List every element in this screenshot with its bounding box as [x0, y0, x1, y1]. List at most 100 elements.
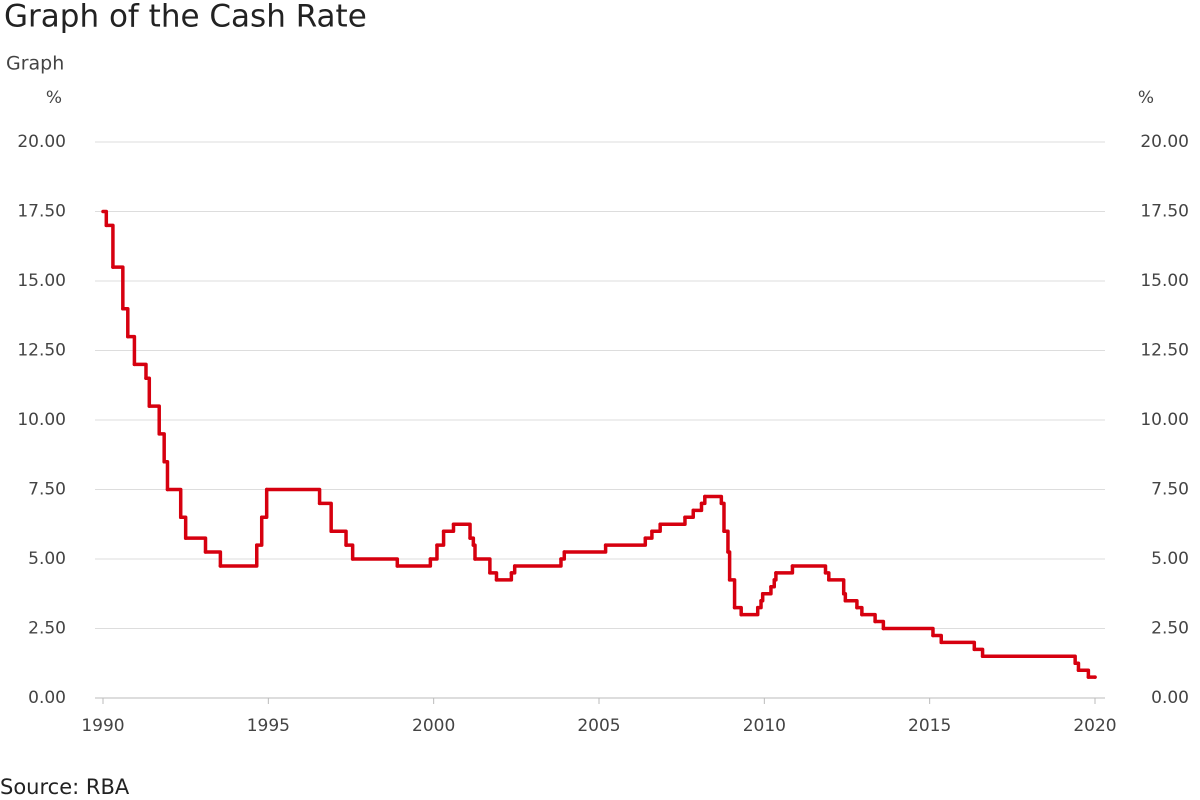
line-segment	[860, 612, 877, 624]
line-segment	[144, 376, 152, 408]
line-segment	[873, 619, 886, 631]
line-segment	[562, 543, 608, 554]
y2-tick-label: 12.50	[1140, 341, 1189, 361]
line-segment	[699, 494, 707, 506]
chart-title: Graph of the Cash Rate	[4, 0, 367, 35]
y-tick-label: 15.00	[17, 271, 66, 291]
line-segment	[101, 209, 109, 228]
line-segment	[972, 647, 985, 659]
line-segment	[317, 501, 333, 533]
line-segment	[435, 529, 446, 547]
line-segment	[165, 487, 183, 520]
line-segment	[755, 598, 763, 610]
line-segment	[494, 571, 514, 582]
line-segment	[255, 515, 264, 547]
y2-tick-label: 20.00	[1140, 132, 1189, 152]
y-tick-label: 0.00	[28, 688, 66, 708]
line-segment	[643, 529, 654, 540]
line-segment	[509, 564, 517, 575]
line-segment	[111, 265, 125, 311]
line-segment	[218, 543, 259, 568]
line-segment	[772, 571, 778, 582]
line-segment	[691, 501, 704, 513]
line-segment	[203, 550, 223, 568]
y-tick-label: 2.50	[28, 619, 66, 639]
x-tick-label: 2015	[908, 716, 951, 736]
line-segment	[790, 564, 828, 575]
line-segment	[126, 334, 137, 367]
line-segment	[395, 557, 433, 568]
line-segment	[162, 459, 170, 492]
x-tick-label: 1995	[247, 716, 290, 736]
line-segment	[468, 536, 476, 547]
line-segment	[759, 592, 765, 603]
y2-tick-label: 10.00	[1140, 410, 1189, 430]
chart-subtitle: Graph	[6, 53, 64, 75]
y-tick-label: 12.50	[17, 341, 66, 361]
line-segment	[603, 536, 648, 547]
line-segment	[769, 578, 777, 589]
line-segment	[344, 543, 355, 561]
y-tick-label: 5.00	[28, 549, 66, 569]
line-segment	[726, 550, 732, 582]
line-segment	[843, 598, 859, 610]
line-segment	[931, 633, 943, 645]
line-segment	[732, 605, 743, 617]
line-segment	[559, 550, 567, 561]
line-segment	[841, 592, 848, 603]
line-segment	[881, 626, 935, 638]
line-segment	[473, 557, 492, 575]
line-segment	[703, 494, 724, 506]
y2-tick-label: 5.00	[1151, 549, 1189, 569]
y2-tick-label: 0.00	[1151, 688, 1189, 708]
line-segment	[178, 515, 188, 540]
line-segment	[512, 557, 563, 568]
source: Source: RBA	[0, 775, 130, 799]
x-tick-label: 2020	[1073, 716, 1116, 736]
line-segment	[259, 487, 269, 520]
line-segment	[264, 487, 322, 506]
line-segment	[939, 640, 977, 652]
line-segment	[827, 578, 846, 596]
line-segment	[722, 529, 730, 554]
y-axis-label: %	[46, 88, 62, 108]
line-segment	[157, 432, 166, 464]
y2-tick-label: 15.00	[1140, 271, 1189, 291]
line-segment	[683, 508, 695, 520]
line-segment	[350, 557, 400, 568]
line-segment	[132, 362, 148, 381]
line-segment	[855, 605, 864, 617]
line-segment	[451, 522, 472, 540]
line-segment	[719, 501, 726, 533]
line-segment	[980, 654, 1077, 665]
y2-tick-label: 17.50	[1140, 202, 1189, 222]
x-tick-label: 1990	[81, 716, 124, 736]
line-segment	[428, 543, 439, 561]
line-segment	[147, 404, 161, 436]
line-segment	[1076, 668, 1091, 679]
y-tick-label: 7.50	[28, 480, 66, 500]
x-tick-label: 2000	[412, 716, 455, 736]
line-segment	[488, 571, 499, 582]
line-segment	[650, 522, 662, 533]
line-segment	[823, 571, 831, 582]
line-segment	[760, 585, 773, 596]
line-segment	[471, 543, 477, 561]
line-segment	[727, 578, 737, 610]
line-segment	[441, 522, 456, 533]
y2-axis-label: %	[1138, 88, 1154, 108]
line-segment	[1073, 661, 1081, 672]
line-segment	[183, 536, 208, 554]
line-segment	[121, 307, 130, 339]
y-tick-label: 10.00	[17, 410, 66, 430]
line-segment	[658, 515, 687, 526]
y2-tick-label: 7.50	[1151, 480, 1189, 500]
y-tick-label: 17.50	[17, 202, 66, 222]
line-segment	[104, 223, 115, 269]
y2-tick-label: 2.50	[1151, 619, 1189, 639]
line-segment	[774, 564, 795, 575]
x-tick-label: 2005	[577, 716, 620, 736]
line-segment	[739, 605, 760, 617]
